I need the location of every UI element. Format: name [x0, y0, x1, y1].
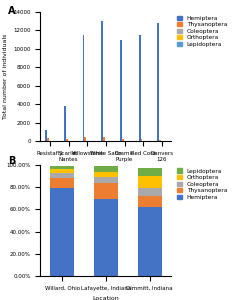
X-axis label: Location: Location [93, 296, 119, 300]
Bar [138, 188, 162, 196]
Bar [105, 140, 107, 141]
Bar [84, 137, 86, 141]
Bar [94, 172, 118, 177]
Bar [138, 196, 162, 207]
Bar [94, 177, 118, 183]
Bar [45, 130, 47, 141]
Legend: Hemiptera, Thysanoptera, Coleoptera, Orthoptera, Lepidoptera: Hemiptera, Thysanoptera, Coleoptera, Ort… [177, 15, 228, 47]
Bar [94, 166, 118, 172]
Bar [50, 169, 74, 173]
Bar [157, 23, 159, 141]
Text: B: B [8, 156, 15, 166]
Bar [101, 21, 103, 141]
Bar [50, 166, 74, 169]
Legend: Lepidoptera, Orthoptera, Coleoptera, Thysanoptera, Hemiptera: Lepidoptera, Orthoptera, Coleoptera, Thy… [177, 168, 228, 200]
Bar [138, 168, 162, 176]
Bar [94, 200, 118, 276]
Bar [138, 176, 162, 188]
Bar [47, 138, 49, 141]
Bar [94, 183, 118, 200]
Bar [120, 40, 122, 141]
Bar [50, 178, 74, 188]
Bar [122, 139, 124, 141]
Bar [50, 173, 74, 178]
Bar [138, 207, 162, 276]
Bar [159, 140, 161, 141]
Bar [140, 139, 142, 141]
Text: A: A [8, 5, 15, 16]
Y-axis label: Total number of individuals: Total number of individuals [3, 34, 8, 119]
Bar [64, 106, 66, 141]
Bar [139, 35, 140, 141]
Bar [66, 139, 68, 141]
Y-axis label: Percentage of insects collected from foliage: Percentage of insects collected from fol… [0, 152, 1, 290]
Bar [103, 137, 105, 141]
Bar [83, 35, 84, 141]
X-axis label: Carrot Variety: Carrot Variety [84, 167, 128, 172]
Bar [50, 188, 74, 276]
